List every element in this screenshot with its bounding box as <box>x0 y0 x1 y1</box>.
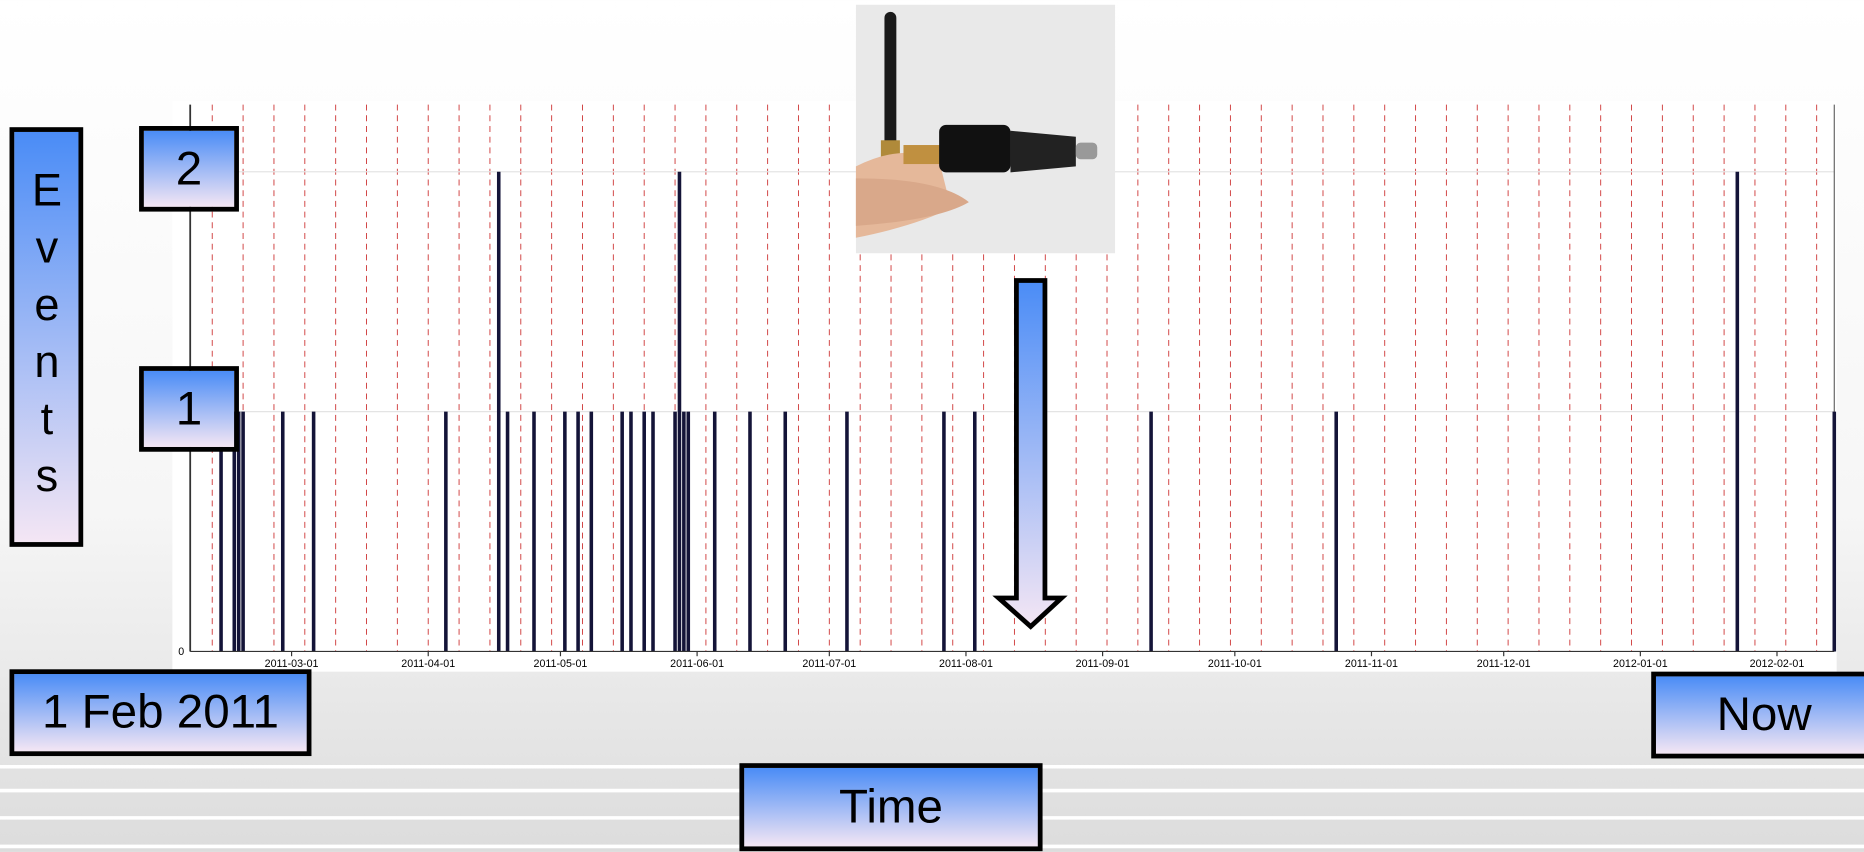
x-tick-label: 2011-05-01 <box>534 658 588 670</box>
y-tick-label: 1 <box>139 366 239 452</box>
x-tick-label: 2012-02-01 <box>1750 658 1805 670</box>
x-tick-label: 2011-07-01 <box>802 658 856 670</box>
y-tick-label: 2 <box>139 127 239 213</box>
x-axis-label: Time <box>739 763 1042 851</box>
x-tick-label: 2011-06-01 <box>670 658 724 670</box>
device-photo <box>856 5 1115 253</box>
x-tick-label: 2012-01-01 <box>1613 658 1668 670</box>
x-tick-label: 2011-08-01 <box>939 658 993 670</box>
x-tick-label: 2011-10-01 <box>1208 658 1262 670</box>
x-start-label: 1 Feb 2011 <box>10 669 312 756</box>
x-tick-label: 2011-11-01 <box>1345 658 1398 670</box>
x-tick-label: 2011-03-01 <box>265 658 319 670</box>
x-tick-label: 2011-09-01 <box>1076 658 1130 670</box>
slide: 0 2011-03-01 2011-04-01 2011-05-01 2011-06-0… <box>0 0 1864 852</box>
x-end-label: Now <box>1651 672 1864 759</box>
y-axis-label: Events <box>10 127 84 547</box>
x-tick-label: 2011-04-01 <box>401 658 455 670</box>
x-tick-label: 2011-12-01 <box>1477 658 1531 670</box>
slide-content: 0 2011-03-01 2011-04-01 2011-05-01 2011-06-0… <box>0 0 1864 852</box>
y-tick-label: 0 <box>178 646 184 658</box>
